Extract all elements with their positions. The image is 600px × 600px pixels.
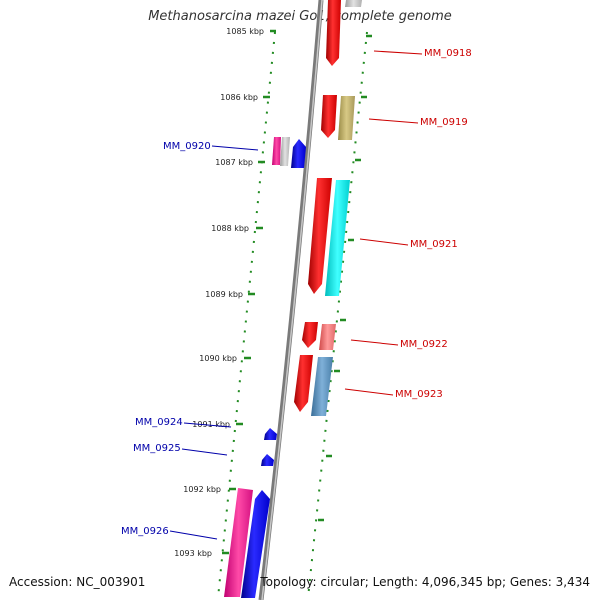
kbp-ticks bbox=[222, 29, 276, 555]
tick-label-1086: 1086 kbp bbox=[220, 93, 258, 102]
gene-label-MM_0922[interactable]: MM_0922 bbox=[400, 339, 448, 350]
tick-label-1085: 1085 kbp bbox=[226, 27, 264, 36]
gene-label-MM_0923[interactable]: MM_0923 bbox=[395, 389, 443, 400]
gene-MM_0926[interactable] bbox=[224, 488, 270, 598]
accession-label: Accession: NC_003901 bbox=[9, 575, 146, 589]
gene-label-MM_0924[interactable]: MM_0924 bbox=[135, 417, 183, 428]
gene-MM_0923[interactable] bbox=[294, 355, 333, 416]
tick-label-1087: 1087 kbp bbox=[215, 158, 253, 167]
gene-label-MM_0925[interactable]: MM_0925 bbox=[133, 443, 181, 454]
genome-backbone bbox=[258, 0, 324, 600]
gene-MM_0922[interactable] bbox=[302, 322, 336, 350]
gene-MM_0921[interactable] bbox=[308, 178, 350, 296]
gene-label-MM_0918[interactable]: MM_0918 bbox=[424, 48, 472, 59]
gene-label-MM_0920[interactable]: MM_0920 bbox=[163, 141, 211, 152]
gene-label-MM_0926[interactable]: MM_0926 bbox=[121, 526, 169, 537]
gene-MM_0920[interactable] bbox=[272, 137, 306, 168]
tick-label-1091: 1091 kbp bbox=[192, 420, 230, 429]
tick-label-1090: 1090 kbp bbox=[199, 354, 237, 363]
gene-label-MM_0921[interactable]: MM_0921 bbox=[410, 239, 458, 250]
tick-label-1088: 1088 kbp bbox=[211, 224, 249, 233]
tick-label-1089: 1089 kbp bbox=[205, 290, 243, 299]
tick-label-1093: 1093 kbp bbox=[174, 549, 212, 558]
right-dotted-axis bbox=[307, 31, 368, 599]
topology-label: Topology: circular; Length: 4,096,345 bp… bbox=[260, 575, 590, 589]
gene-MM_0918[interactable] bbox=[326, 0, 362, 66]
tick-label-1092: 1092 kbp bbox=[183, 485, 221, 494]
genome-title: Methanosarcina mazei Go1, complete genom… bbox=[148, 9, 452, 24]
gene-MM_0919[interactable] bbox=[321, 95, 355, 140]
gene-MM_0925[interactable] bbox=[261, 454, 274, 466]
gene-MM_0924[interactable] bbox=[264, 428, 277, 440]
gene-label-MM_0919[interactable]: MM_0919 bbox=[420, 117, 468, 128]
